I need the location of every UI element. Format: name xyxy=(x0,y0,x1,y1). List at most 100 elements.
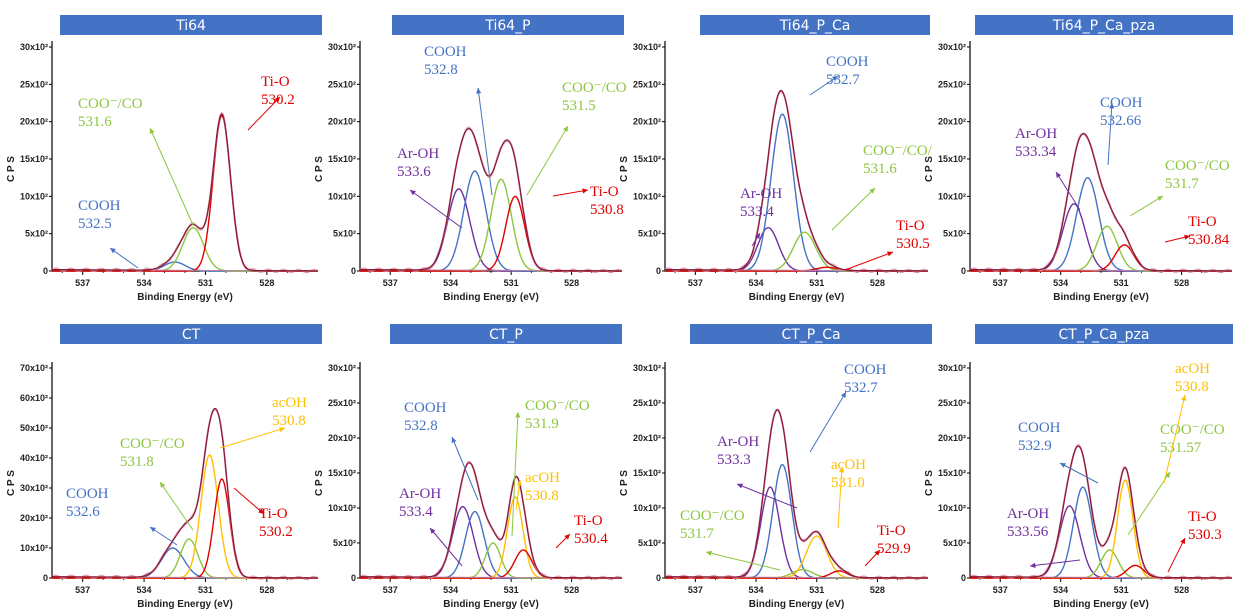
panel-ti64-p-ca-pza: Ti64_P_Ca_pza 0 5x10² 10x10² 15x10² 20x10² 25x… xyxy=(924,15,1233,303)
x-tick-label: 531 xyxy=(1114,278,1129,288)
annotation-arrow xyxy=(1163,394,1186,484)
x-axis-label: Binding Energy (eV) xyxy=(749,292,845,303)
y-tick-label: 20x10² xyxy=(20,513,48,523)
y-axis-label: C P S xyxy=(924,156,935,182)
panel-ti64: Ti64 0 5x10² 10x10² 15x10² 20x10² 25x10² 30x10²… xyxy=(6,15,322,303)
panel-title-bar xyxy=(700,15,930,35)
annotation-arrow xyxy=(705,551,781,571)
peak-binding-energy: 531.9 xyxy=(525,416,559,432)
annotation-arrowhead xyxy=(1180,538,1185,544)
annotation-arrow xyxy=(511,411,519,537)
y-tick-label: 30x10² xyxy=(938,42,966,52)
y-axis-label: C P S xyxy=(314,156,325,182)
panel-ct-p-ca-pza: CT_P_Ca_pza 0 5x10² 10x10² 15x10² 20x10² 25x10… xyxy=(924,324,1233,610)
x-tick-label: 537 xyxy=(688,585,703,595)
panel-title: CT_P_Ca xyxy=(781,327,840,343)
peak-label: Ar-OH xyxy=(399,486,441,502)
y-tick-label: 30x10² xyxy=(328,42,356,52)
annotation-arrowhead xyxy=(430,528,436,534)
annotation-arrowhead xyxy=(840,392,846,398)
annotation-arrowhead xyxy=(562,126,568,132)
x-tick-label: 528 xyxy=(870,278,885,288)
annotation-arrowhead xyxy=(737,483,743,489)
envelope-fit-line xyxy=(52,113,318,272)
annotation-arrow xyxy=(552,189,589,197)
annotation-arrowhead xyxy=(476,88,482,94)
annotation-arrow xyxy=(233,487,265,515)
annotation-arrow xyxy=(736,483,798,509)
annotation-arrowhead xyxy=(1184,234,1190,240)
panel-title: CT_P_Ca_pza xyxy=(1059,327,1150,343)
panel-ct-p-ca: CT_P_Ca 0 5x10² 10x10² 15x10² 20x10² 25x10² 30x… xyxy=(619,324,932,610)
peak-label: Ar-OH xyxy=(1015,126,1057,142)
annotation-arrowhead xyxy=(516,480,522,486)
peak-label: Ti-O xyxy=(261,74,290,90)
panel-title-bar xyxy=(392,15,624,35)
y-axis-label: C P S xyxy=(6,156,17,182)
panel-title: CT xyxy=(182,327,201,343)
peak-label: Ti-O xyxy=(1188,509,1217,525)
peak-binding-energy: 532.8 xyxy=(404,418,438,434)
peak-binding-energy: 530.8 xyxy=(1175,379,1209,395)
peak-binding-energy: 533.3 xyxy=(717,452,751,468)
annotation-arrowhead xyxy=(160,482,166,488)
annotation-arrow xyxy=(1107,102,1113,166)
annotation-arrow xyxy=(409,189,463,229)
y-tick-label: 10x10² xyxy=(938,191,966,201)
panel-ct: CT 0 10x10² 20x10² 30x10² 40x10² 50x10² 60x10² 7… xyxy=(6,324,322,610)
peak-binding-energy: 529.9 xyxy=(877,541,911,557)
peak-label: Ar-OH xyxy=(740,186,782,202)
y-tick-label: 30x10² xyxy=(20,42,48,52)
peak-label: COOH xyxy=(404,400,447,416)
annotation-arrowhead xyxy=(1157,196,1163,202)
annotation-arrow xyxy=(1167,537,1186,573)
peak-label: COO⁻/CO xyxy=(120,436,185,452)
peak-label: COO⁻/CO xyxy=(680,508,745,524)
y-tick-label: 5x10² xyxy=(25,229,48,239)
y-tick-label: 10x10² xyxy=(938,503,966,513)
annotation-arrowhead xyxy=(150,527,156,533)
x-tick-label: 528 xyxy=(259,278,274,288)
annotation-arrowhead xyxy=(839,467,845,473)
x-axis-label: Binding Energy (eV) xyxy=(137,599,233,610)
y-tick-label: 30x10² xyxy=(938,363,966,373)
peak-label: COOH xyxy=(1100,95,1143,111)
peak-binding-energy: 530.2 xyxy=(261,92,295,108)
peak-label: acOH xyxy=(525,470,560,486)
y-tick-label: 30x10² xyxy=(328,363,356,373)
peak-label: COO⁻/CO xyxy=(78,96,143,112)
x-tick-label: 534 xyxy=(749,585,764,595)
y-tick-label: 20x10² xyxy=(328,117,356,127)
x-tick-label: 537 xyxy=(75,278,90,288)
annotation-arrowhead xyxy=(515,412,521,418)
peak-label: Ti-O xyxy=(1188,214,1217,230)
annotation-arrow xyxy=(1127,471,1171,536)
x-axis-label: Binding Energy (eV) xyxy=(443,292,539,303)
annotation-arrowhead xyxy=(274,97,280,103)
peak-binding-energy: 531.57 xyxy=(1160,440,1202,456)
panel-title-bar xyxy=(390,324,622,344)
y-tick-label: 15x10² xyxy=(938,468,966,478)
peak-binding-energy: 530.8 xyxy=(590,202,624,218)
peak-label: Ar-OH xyxy=(397,146,439,162)
panel-ti64-p-ca: Ti64_P_Ca 0 5x10² 10x10² 15x10² 20x10² 25x10² 3… xyxy=(619,15,933,303)
x-axis-label: Binding Energy (eV) xyxy=(749,599,845,610)
peak-binding-energy: 531.0 xyxy=(831,475,865,491)
x-tick-label: 537 xyxy=(688,278,703,288)
annotation-arrow xyxy=(831,187,876,231)
panel-title: CT_P xyxy=(489,327,523,343)
y-tick-label: 15x10² xyxy=(633,468,661,478)
x-tick-label: 528 xyxy=(564,278,579,288)
x-tick-label: 531 xyxy=(1114,585,1129,595)
peak-cooh-curve xyxy=(665,113,928,272)
envelope-fit-line xyxy=(52,407,318,579)
annotation-arrow xyxy=(219,427,286,449)
x-axis-label: Binding Energy (eV) xyxy=(443,599,539,610)
peak-label: Ti-O xyxy=(590,184,619,200)
x-axis-label: Binding Energy (eV) xyxy=(137,292,233,303)
peak-binding-energy: 533.6 xyxy=(397,164,431,180)
peak-binding-energy: 531.6 xyxy=(78,114,112,130)
x-tick-label: 531 xyxy=(504,585,519,595)
peak-binding-energy: 532.7 xyxy=(844,380,878,396)
